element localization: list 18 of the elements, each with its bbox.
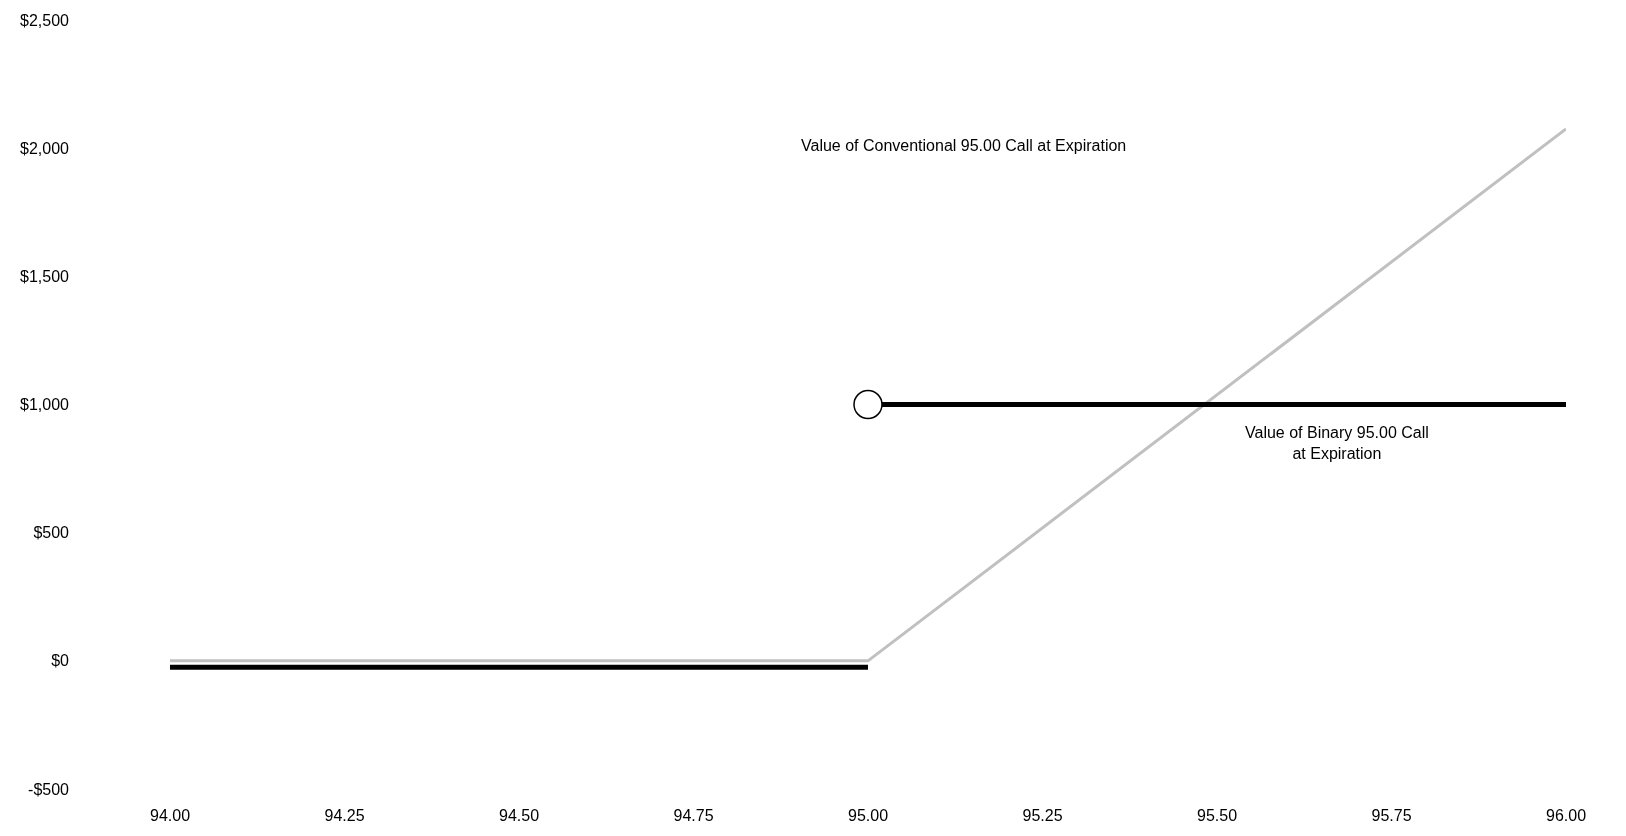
x-tick-label: 95.75 bbox=[1371, 807, 1412, 825]
x-tick-label: 95.50 bbox=[1196, 807, 1238, 825]
annotation: Value of Binary 95.00 Call at Expiration bbox=[1245, 424, 1429, 462]
x-tick-label: 94.75 bbox=[673, 807, 714, 825]
y-tick-label: -$500 bbox=[28, 780, 70, 798]
y-tick-label: $0 bbox=[51, 652, 70, 670]
y-tick-label: $1,500 bbox=[20, 267, 70, 285]
annotation: Value of Conventional 95.00 Call at Expiration bbox=[801, 137, 1127, 154]
y-tick-label: $2,500 bbox=[20, 11, 70, 29]
x-tick-label: 95.00 bbox=[847, 807, 889, 825]
x-tick-label: 94.50 bbox=[498, 807, 540, 825]
y-tick-label: $500 bbox=[33, 524, 70, 542]
y-tick-label: $1,000 bbox=[20, 396, 70, 414]
x-tick-label: 94.00 bbox=[149, 807, 191, 825]
x-tick-label: 94.25 bbox=[324, 807, 365, 825]
x-tick-label: 96.00 bbox=[1545, 807, 1587, 825]
y-tick-label: $2,000 bbox=[20, 139, 70, 157]
x-tick-label: 95.25 bbox=[1022, 807, 1063, 825]
